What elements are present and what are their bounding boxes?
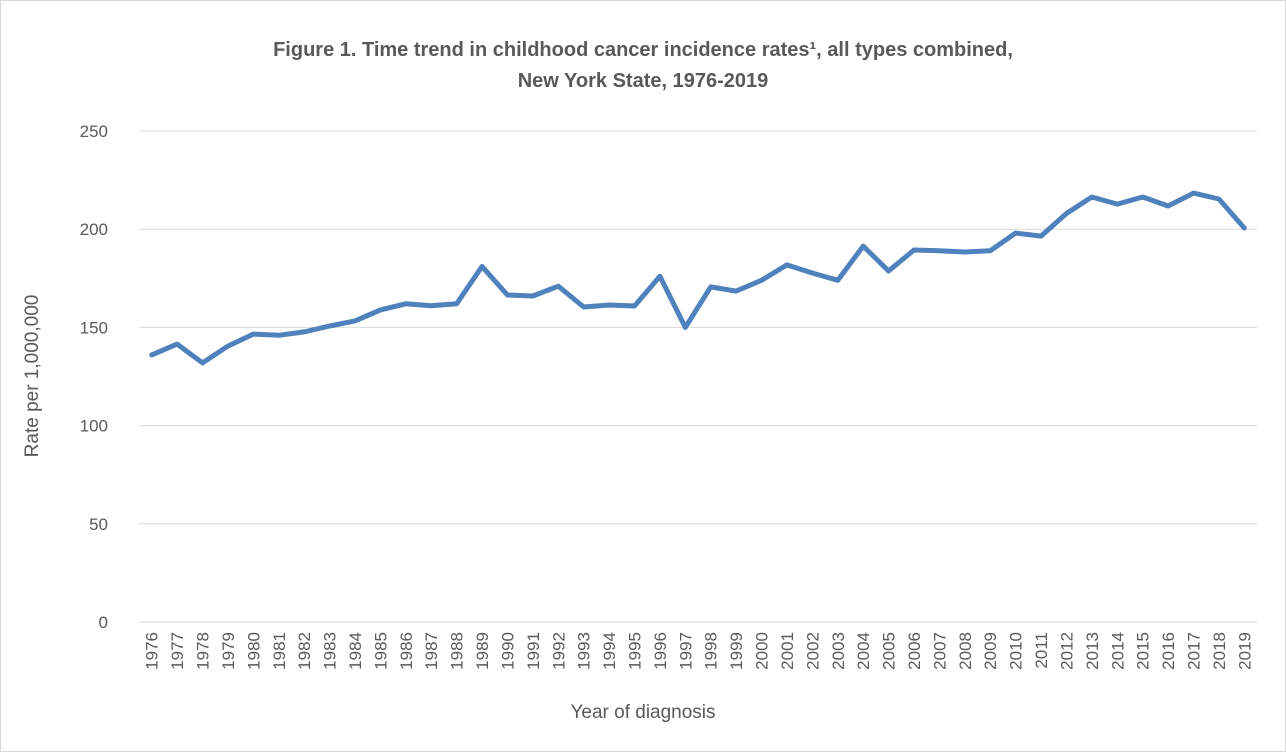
x-tick-label: 1983 bbox=[321, 632, 340, 670]
x-tick-label: 2013 bbox=[1083, 632, 1102, 670]
x-tick-label: 1979 bbox=[219, 632, 238, 670]
y-tick-label: 0 bbox=[99, 613, 108, 632]
x-tick-label: 1981 bbox=[270, 632, 289, 670]
x-tick-label: 1989 bbox=[473, 632, 492, 670]
x-tick-label: 2002 bbox=[803, 632, 822, 670]
x-tick-label: 1988 bbox=[448, 632, 467, 670]
x-tick-label: 2006 bbox=[905, 632, 924, 670]
chart-title: Figure 1. Time trend in childhood cancer… bbox=[273, 39, 1013, 61]
x-tick-label: 1993 bbox=[575, 632, 594, 670]
x-tick-label: 1994 bbox=[600, 632, 619, 670]
x-tick-label: 2007 bbox=[930, 632, 949, 670]
x-tick-label: 2008 bbox=[956, 632, 975, 670]
x-tick-label: 1998 bbox=[702, 632, 721, 670]
x-tick-label: 2015 bbox=[1134, 632, 1153, 670]
x-tick-label: 2016 bbox=[1159, 632, 1178, 670]
x-tick-label: 2012 bbox=[1057, 632, 1076, 670]
x-tick-label: 1999 bbox=[727, 632, 746, 670]
x-tick-label: 2004 bbox=[854, 632, 873, 670]
y-tick-label: 200 bbox=[80, 220, 108, 239]
x-tick-label: 1990 bbox=[498, 632, 517, 670]
y-tick-label: 150 bbox=[80, 318, 108, 337]
x-tick-label: 1980 bbox=[244, 632, 263, 670]
x-tick-label: 2003 bbox=[829, 632, 848, 670]
x-tick-label: 2005 bbox=[880, 632, 899, 670]
x-tick-label: 1978 bbox=[194, 632, 213, 670]
x-tick-label: 1986 bbox=[397, 632, 416, 670]
y-axis-title: Rate per 1,000,000 bbox=[22, 295, 43, 458]
x-tick-label: 1976 bbox=[143, 632, 162, 670]
x-tick-label: 2000 bbox=[753, 632, 772, 670]
x-tick-label: 2009 bbox=[981, 632, 1000, 670]
y-tick-label: 50 bbox=[89, 515, 108, 534]
x-tick-label: 1977 bbox=[168, 632, 187, 670]
x-tick-label: 1997 bbox=[676, 632, 695, 670]
x-tick-label: 1982 bbox=[295, 632, 314, 670]
data-line bbox=[149, 190, 1247, 366]
x-tick-label: 1995 bbox=[625, 632, 644, 670]
x-tick-label: 1991 bbox=[524, 632, 543, 670]
x-tick-label: 2014 bbox=[1108, 632, 1127, 670]
x-axis-title: Year of diagnosis bbox=[570, 702, 715, 723]
x-tick-label: 2011 bbox=[1032, 632, 1051, 669]
x-tick-label: 2010 bbox=[1007, 632, 1026, 670]
y-tick-label: 250 bbox=[80, 122, 108, 141]
chart-title: New York State, 1976-2019 bbox=[518, 70, 769, 92]
x-tick-label: 1992 bbox=[549, 632, 568, 670]
x-tick-label: 1996 bbox=[651, 632, 670, 670]
x-tick-label: 2017 bbox=[1184, 632, 1203, 670]
y-tick-label: 100 bbox=[80, 417, 108, 436]
x-tick-label: 2001 bbox=[778, 632, 797, 670]
x-tick-label: 2019 bbox=[1235, 632, 1254, 670]
x-tick-label: 1984 bbox=[346, 632, 365, 670]
x-tick-label: 2018 bbox=[1210, 632, 1229, 670]
x-tick-label: 1985 bbox=[371, 632, 390, 670]
x-tick-label: 1987 bbox=[422, 632, 441, 670]
